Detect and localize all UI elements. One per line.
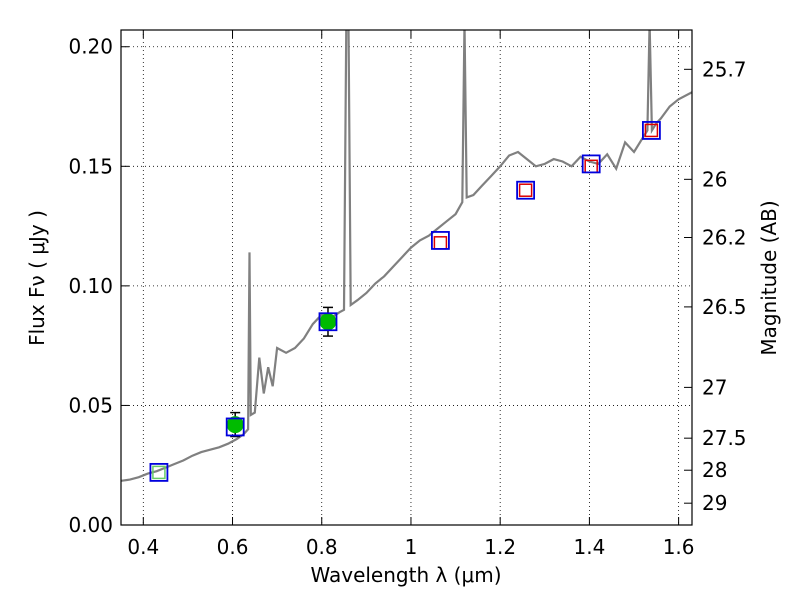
tick-layer: 0.4 0.6 0.8 1 1.2 1.4 1.6 0.00 0.05 0.10 0.15 0.20 2…	[68, 30, 747, 559]
model-box	[581, 154, 601, 174]
observed-point	[319, 313, 337, 331]
x-tick-label: 0.4	[127, 535, 159, 559]
x-tick-label: 1	[405, 535, 418, 559]
nir-box	[518, 183, 533, 197]
right-tick-label: 25.7	[702, 57, 747, 81]
right-tick-label: 28	[702, 458, 727, 482]
model-box	[225, 417, 245, 437]
y-axis-label: Flux Fν ( μJy )	[25, 210, 49, 346]
y-tick-label: 0.15	[68, 154, 113, 178]
right-tick-label: 26.2	[702, 225, 747, 249]
marker-layer	[149, 121, 661, 482]
y-tick-label: 0.10	[68, 274, 113, 298]
right-tick-label: 26.5	[702, 295, 747, 319]
model-box	[149, 462, 169, 482]
right-tick-label: 26	[702, 167, 727, 191]
spectrum-line	[121, 30, 692, 482]
nir-box	[433, 236, 448, 250]
model-box	[516, 180, 536, 200]
right-tick-label: 27.5	[702, 426, 747, 450]
model-box	[431, 231, 450, 250]
model-box	[642, 121, 661, 140]
x-tick-label: 1.2	[484, 535, 516, 559]
x-tick-label: 1.4	[573, 535, 605, 559]
x-tick-label: 0.8	[306, 535, 338, 559]
right-tick-label: 29	[702, 491, 727, 515]
y-tick-label: 0.05	[68, 393, 113, 417]
right-axis-label: Magnitude (AB)	[757, 200, 781, 355]
nir-box	[644, 123, 659, 138]
x-axis-label: Wavelength λ (μm)	[310, 563, 501, 587]
x-tick-label: 0.6	[217, 535, 249, 559]
spectrum-layer	[121, 30, 692, 482]
optical-box	[152, 465, 166, 480]
model-box	[318, 312, 338, 332]
right-tick-label: 27	[702, 375, 727, 399]
x-tick-label: 1.6	[663, 535, 695, 559]
plot-frame	[120, 29, 693, 526]
y-tick-label: 0.00	[68, 513, 113, 537]
y-tick-label: 0.20	[68, 35, 113, 59]
